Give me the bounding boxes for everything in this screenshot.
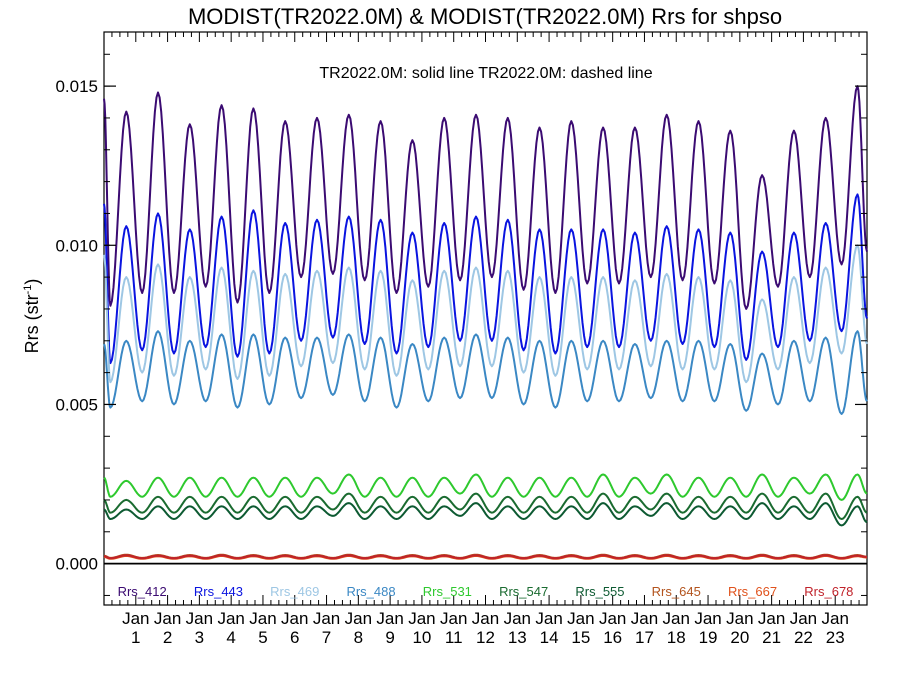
legend-entry-rrs_443: Rrs_443 (194, 584, 243, 599)
x-tick-month-label: Jan (694, 609, 721, 628)
x-tick-month-label: Jan (599, 609, 626, 628)
x-tick-month-label: Jan (313, 609, 340, 628)
series-line-rrs_488 (103, 330, 868, 415)
y-axis-label-main: Rrs (str (22, 294, 42, 353)
legend-entry-rrs_531: Rrs_531 (423, 584, 472, 599)
x-tick-year-label: 10 (412, 628, 431, 647)
y-tick-label: 0.000 (55, 555, 98, 574)
x-tick-month-label: Jan (535, 609, 562, 628)
y-tick-label: 0.015 (55, 77, 98, 96)
x-axis-ticks: Jan1Jan2Jan3Jan4Jan5Jan6Jan7Jan8Jan9Jan1… (103, 32, 868, 647)
series-line-rrs_469 (103, 244, 868, 384)
series-line-rrs_412 (103, 85, 868, 310)
x-tick-month-label: Jan (726, 609, 753, 628)
x-tick-month-label: Jan (631, 609, 658, 628)
line-style-annotation: TR2022.0M: solid line TR2022.0M: dashed … (319, 65, 652, 82)
x-tick-month-label: Jan (821, 609, 848, 628)
legend-entry-rrs_555: Rrs_555 (575, 584, 624, 599)
series-layer (103, 85, 868, 560)
series-line-rrs_547 (103, 492, 868, 520)
x-tick-month-label: Jan (186, 609, 213, 628)
x-tick-month-label: Jan (249, 609, 276, 628)
y-tick-label: 0.010 (55, 236, 98, 255)
x-tick-year-label: 22 (794, 628, 813, 647)
x-tick-year-label: 13 (508, 628, 527, 647)
x-tick-year-label: 5 (258, 628, 267, 647)
y-axis-label-close: ) (22, 279, 42, 285)
series-line-rrs_531 (103, 473, 868, 501)
legend-entry-rrs_488: Rrs_488 (346, 584, 395, 599)
series-line-rrs_555 (103, 502, 868, 527)
legend-entry-rrs_678: Rrs_678 (804, 584, 853, 599)
x-tick-year-label: 21 (762, 628, 781, 647)
x-tick-year-label: 7 (322, 628, 331, 647)
x-tick-year-label: 16 (603, 628, 622, 647)
legend-entry-rrs_469: Rrs_469 (270, 584, 319, 599)
legend: Rrs_412 Rrs_443 Rrs_469 Rrs_488 Rrs_531 Rrs_5… (118, 584, 854, 599)
x-tick-month-label: Jan (504, 609, 531, 628)
x-tick-month-label: Jan (154, 609, 181, 628)
x-tick-year-label: 9 (385, 628, 394, 647)
x-tick-year-label: 14 (540, 628, 559, 647)
x-tick-month-label: Jan (122, 609, 149, 628)
legend-entry-rrs_412: Rrs_412 (118, 584, 167, 599)
x-tick-month-label: Jan (472, 609, 499, 628)
x-tick-year-label: 3 (195, 628, 204, 647)
x-tick-year-label: 6 (290, 628, 299, 647)
chart-title: MODIST(TR2022.0M) & MODIST(TR2022.0M) Rr… (188, 4, 782, 29)
x-tick-month-label: Jan (345, 609, 372, 628)
legend-entry-rrs_547: Rrs_547 (499, 584, 548, 599)
x-tick-month-label: Jan (408, 609, 435, 628)
y-axis-label-superscript: -1 (22, 285, 34, 295)
legend-entry-rrs_645: Rrs_645 (652, 584, 701, 599)
x-tick-month-label: Jan (217, 609, 244, 628)
x-tick-month-label: Jan (790, 609, 817, 628)
series-line-rrs_678 (103, 554, 867, 560)
x-tick-year-label: 20 (730, 628, 749, 647)
x-tick-year-label: 15 (571, 628, 590, 647)
x-tick-month-label: Jan (567, 609, 594, 628)
x-tick-year-label: 12 (476, 628, 495, 647)
y-axis-ticks: 0.000 0.005 0.010 0.015 (55, 53, 867, 596)
x-tick-month-label: Jan (663, 609, 690, 628)
x-tick-year-label: 2 (163, 628, 172, 647)
x-tick-year-label: 11 (445, 628, 463, 647)
x-tick-month-label: Jan (440, 609, 467, 628)
series-line-rrs_443 (103, 193, 868, 365)
x-tick-month-label: Jan (281, 609, 308, 628)
x-tick-month-label: Jan (376, 609, 403, 628)
legend-entry-rrs_667: Rrs_667 (728, 584, 777, 599)
x-tick-year-label: 4 (226, 628, 235, 647)
x-tick-year-label: 8 (354, 628, 363, 647)
x-tick-year-label: 18 (667, 628, 686, 647)
y-axis-label: Rrs (str-1) (22, 279, 42, 354)
y-tick-label: 0.005 (55, 395, 98, 414)
x-tick-year-label: 17 (635, 628, 654, 647)
x-tick-year-label: 1 (131, 628, 140, 647)
x-tick-year-label: 19 (699, 628, 718, 647)
x-tick-month-label: Jan (758, 609, 785, 628)
x-tick-year-label: 23 (826, 628, 845, 647)
